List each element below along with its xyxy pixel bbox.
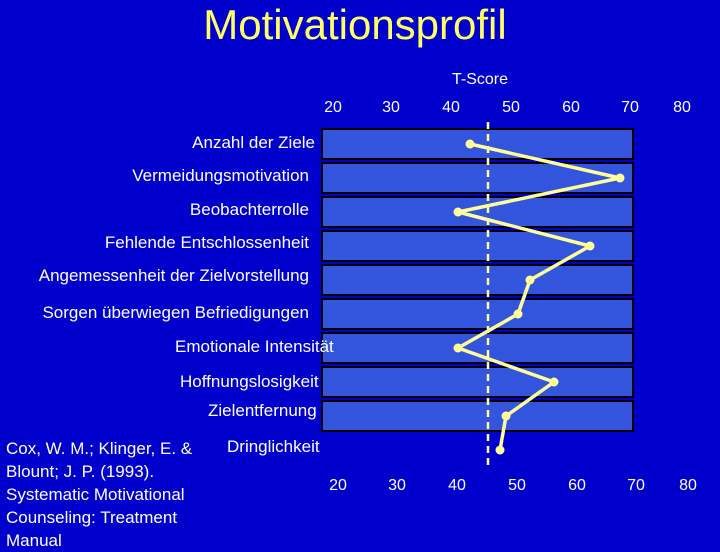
top-tick-label: 60 <box>562 99 580 116</box>
category-label: Anzahl der Ziele <box>192 133 315 152</box>
data-point <box>585 241 595 251</box>
row-box <box>321 298 634 330</box>
data-point <box>549 377 559 387</box>
data-point <box>513 309 523 319</box>
x-axis-label: T-Score <box>451 71 508 88</box>
category-label: Dringlichkeit <box>227 437 320 456</box>
top-tick-label: 70 <box>621 99 639 116</box>
data-point <box>453 343 463 353</box>
category-label: Hoffnungslosigkeit <box>180 372 319 391</box>
category-label: Zielentfernung <box>208 401 317 420</box>
citation-line: Blount; J. P. (1993). <box>6 462 155 481</box>
category-label: Beobachterrolle <box>189 200 309 219</box>
top-tick-label: 80 <box>673 99 691 116</box>
category-label: Emotionale Intensität <box>175 337 334 356</box>
bottom-tick-label: 20 <box>329 477 347 494</box>
row-box <box>321 230 634 262</box>
data-point <box>525 275 535 285</box>
chart-title: Motivationsprofil <box>203 1 507 48</box>
bottom-tick-label: 40 <box>448 477 466 494</box>
row-box <box>321 400 634 432</box>
bottom-tick-label: 80 <box>679 477 697 494</box>
top-tick-label: 50 <box>502 99 520 116</box>
category-label: Fehlende Entschlossenheit <box>104 233 309 252</box>
category-label: Sorgen überwiegen Befriedigungen <box>42 303 309 322</box>
row-box <box>321 366 634 398</box>
citation-line: Cox, W. M.; Klinger, E. & <box>6 439 193 458</box>
data-point <box>465 139 475 149</box>
row-box <box>321 264 634 296</box>
bottom-tick-label: 30 <box>388 477 406 494</box>
category-label: Angemessenheit der Zielvorstellung <box>38 266 309 285</box>
top-tick-label: 40 <box>442 99 460 116</box>
citation-line: Systematic Motivational <box>6 485 185 504</box>
bottom-tick-label: 60 <box>568 477 586 494</box>
citation-line: Manual <box>6 531 62 550</box>
data-point <box>501 411 511 421</box>
citation-line: Counseling: Treatment <box>6 508 178 527</box>
data-point <box>615 173 625 183</box>
category-label: Vermeidungsmotivation <box>132 166 309 185</box>
bottom-tick-label: 70 <box>627 477 645 494</box>
top-tick-label: 20 <box>324 99 342 116</box>
data-point <box>495 445 505 455</box>
top-tick-label: 30 <box>382 99 400 116</box>
bottom-tick-label: 50 <box>508 477 526 494</box>
data-point <box>453 207 463 217</box>
citation: Cox, W. M.; Klinger, E. & Blount; J. P. … <box>6 437 306 552</box>
row-box <box>321 196 634 228</box>
row-box <box>321 162 634 194</box>
profile-chart <box>321 122 634 466</box>
profile-series-line <box>456 142 622 451</box>
row-box <box>321 332 634 364</box>
